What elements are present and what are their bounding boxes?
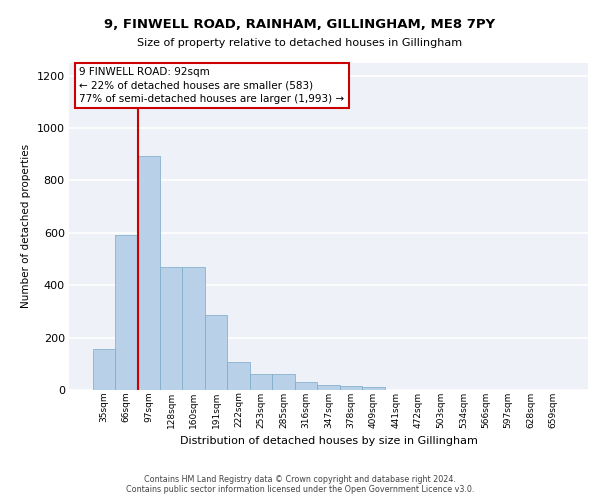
Bar — [137, 156, 160, 390]
X-axis label: Distribution of detached houses by size in Gillingham: Distribution of detached houses by size … — [179, 436, 478, 446]
Bar — [205, 316, 227, 390]
Bar — [115, 236, 137, 390]
Bar — [250, 374, 272, 390]
Bar — [160, 267, 182, 390]
Text: Size of property relative to detached houses in Gillingham: Size of property relative to detached ho… — [137, 38, 463, 48]
Text: Contains HM Land Registry data © Crown copyright and database right 2024.
Contai: Contains HM Land Registry data © Crown c… — [126, 474, 474, 494]
Bar — [317, 385, 340, 390]
Text: 9 FINWELL ROAD: 92sqm
← 22% of detached houses are smaller (583)
77% of semi-det: 9 FINWELL ROAD: 92sqm ← 22% of detached … — [79, 68, 344, 104]
Bar — [340, 386, 362, 390]
Bar — [272, 374, 295, 390]
Bar — [92, 350, 115, 390]
Y-axis label: Number of detached properties: Number of detached properties — [21, 144, 31, 308]
Text: 9, FINWELL ROAD, RAINHAM, GILLINGHAM, ME8 7PY: 9, FINWELL ROAD, RAINHAM, GILLINGHAM, ME… — [104, 18, 496, 30]
Bar — [295, 382, 317, 390]
Bar — [182, 267, 205, 390]
Bar — [227, 362, 250, 390]
Bar — [362, 388, 385, 390]
